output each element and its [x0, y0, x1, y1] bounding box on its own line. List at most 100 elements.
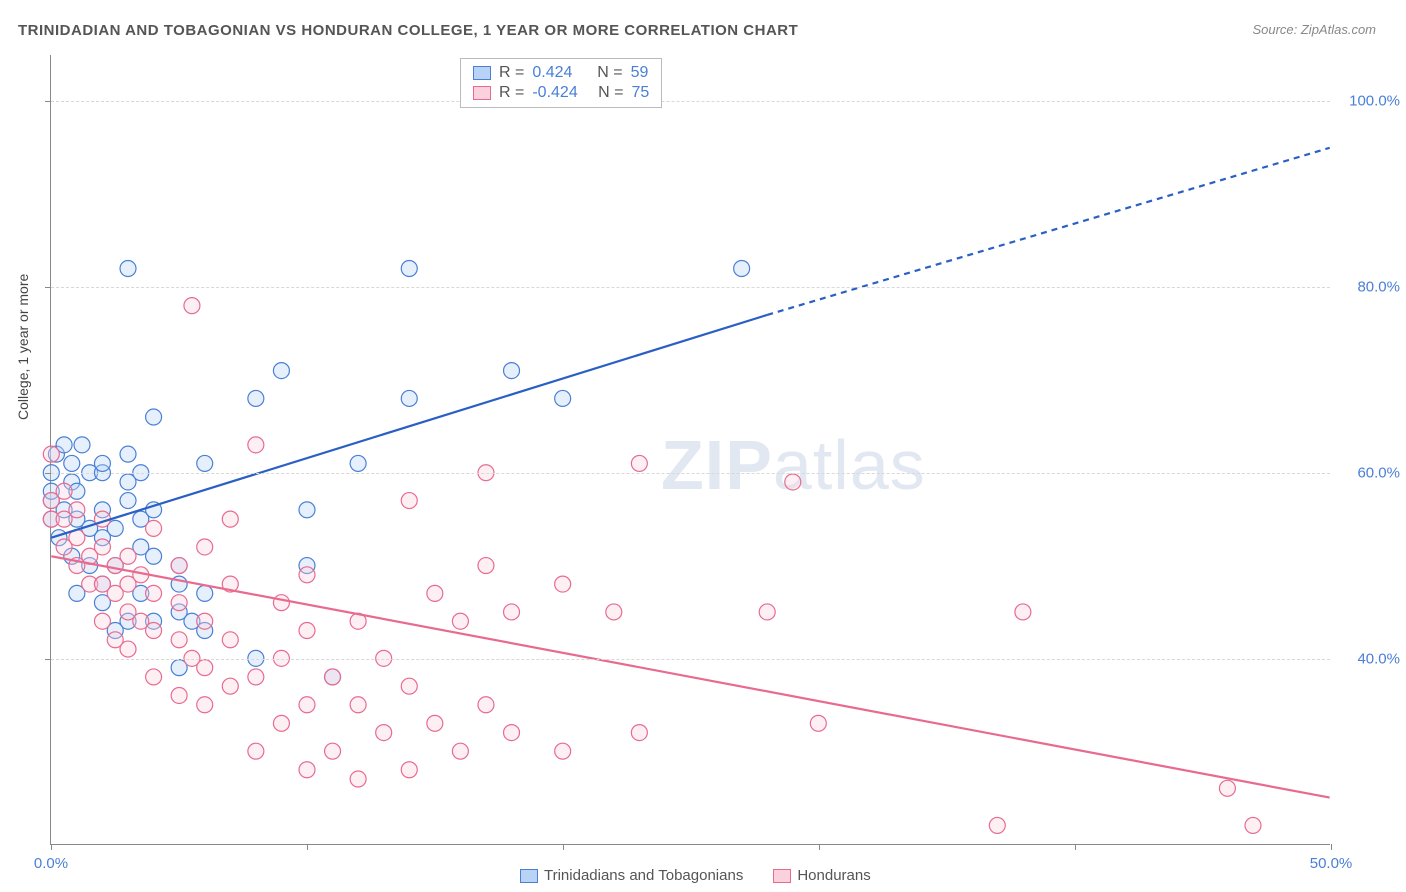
scatter-point: [171, 687, 187, 703]
scatter-point: [504, 604, 520, 620]
scatter-point: [120, 548, 136, 564]
y-tick-label: 100.0%: [1349, 93, 1400, 110]
scatter-point: [401, 390, 417, 406]
legend-item-blue: Trinidadians and Tobagonians: [520, 867, 743, 884]
plot-area: ZIPatlas 40.0%60.0%80.0%100.0%0.0%50.0%: [50, 55, 1330, 845]
trend-line: [51, 556, 1329, 797]
n-value-blue: 59: [631, 64, 649, 82]
scatter-point: [1219, 780, 1235, 796]
scatter-point: [325, 669, 341, 685]
scatter-point: [197, 585, 213, 601]
scatter-point: [64, 455, 80, 471]
scatter-point: [248, 743, 264, 759]
scatter-point: [299, 567, 315, 583]
scatter-point: [146, 623, 162, 639]
scatter-point: [248, 669, 264, 685]
scatter-point: [248, 390, 264, 406]
scatter-point: [120, 641, 136, 657]
scatter-point: [299, 762, 315, 778]
scatter-point: [376, 725, 392, 741]
scatter-point: [197, 613, 213, 629]
scatter-point: [146, 548, 162, 564]
scatter-point: [504, 363, 520, 379]
scatter-point: [810, 715, 826, 731]
scatter-point: [222, 678, 238, 694]
r-value-blue: 0.424: [532, 64, 572, 82]
scatter-point: [401, 493, 417, 509]
scatter-point: [248, 437, 264, 453]
bottom-legend: Trinidadians and Tobagonians Hondurans: [520, 867, 871, 884]
scatter-point: [171, 595, 187, 611]
scatter-point: [427, 585, 443, 601]
scatter-point: [94, 613, 110, 629]
scatter-point: [350, 455, 366, 471]
scatter-point: [273, 363, 289, 379]
scatter-point: [197, 697, 213, 713]
scatter-point: [197, 539, 213, 555]
scatter-point: [1245, 817, 1261, 833]
swatch-pink-icon: [773, 869, 791, 883]
chart-title: TRINIDADIAN AND TOBAGONIAN VS HONDURAN C…: [18, 22, 798, 39]
y-axis-label: College, 1 year or more: [15, 274, 31, 420]
stats-box: R = 0.424 N = 59 R = -0.424 N = 75: [460, 58, 662, 108]
scatter-point: [325, 743, 341, 759]
r-value-pink: -0.424: [532, 84, 577, 102]
scatter-point: [350, 771, 366, 787]
scatter-point: [555, 390, 571, 406]
stat-row-blue: R = 0.424 N = 59: [473, 63, 649, 83]
scatter-point: [427, 715, 443, 731]
scatter-svg: [51, 55, 1330, 844]
n-label: N =: [597, 64, 622, 82]
r-label: R =: [499, 84, 524, 102]
scatter-point: [555, 576, 571, 592]
scatter-point: [273, 595, 289, 611]
scatter-point: [146, 409, 162, 425]
scatter-point: [759, 604, 775, 620]
scatter-point: [299, 697, 315, 713]
scatter-point: [989, 817, 1005, 833]
r-label: R =: [499, 64, 524, 82]
scatter-point: [478, 697, 494, 713]
scatter-point: [555, 743, 571, 759]
n-label: N =: [598, 84, 623, 102]
scatter-point: [273, 715, 289, 731]
legend-item-pink: Hondurans: [773, 867, 870, 884]
scatter-point: [222, 511, 238, 527]
scatter-point: [478, 558, 494, 574]
scatter-point: [120, 493, 136, 509]
swatch-blue-icon: [520, 869, 538, 883]
scatter-point: [1015, 604, 1031, 620]
stat-row-pink: R = -0.424 N = 75: [473, 83, 649, 103]
y-tick-label: 60.0%: [1357, 465, 1400, 482]
scatter-point: [43, 446, 59, 462]
swatch-pink-icon: [473, 86, 491, 100]
scatter-point: [299, 502, 315, 518]
scatter-point: [734, 261, 750, 277]
scatter-point: [504, 725, 520, 741]
scatter-point: [94, 539, 110, 555]
scatter-point: [184, 298, 200, 314]
scatter-point: [401, 261, 417, 277]
swatch-blue-icon: [473, 66, 491, 80]
y-tick-label: 40.0%: [1357, 651, 1400, 668]
scatter-point: [120, 446, 136, 462]
scatter-point: [452, 743, 468, 759]
scatter-point: [146, 520, 162, 536]
scatter-point: [171, 558, 187, 574]
scatter-point: [56, 483, 72, 499]
scatter-point: [197, 660, 213, 676]
scatter-point: [299, 623, 315, 639]
legend-label: Hondurans: [797, 867, 870, 884]
scatter-point: [94, 455, 110, 471]
scatter-point: [401, 678, 417, 694]
scatter-point: [146, 585, 162, 601]
scatter-point: [606, 604, 622, 620]
scatter-point: [74, 437, 90, 453]
scatter-point: [171, 632, 187, 648]
scatter-point: [146, 669, 162, 685]
scatter-point: [69, 502, 85, 518]
legend-label: Trinidadians and Tobagonians: [544, 867, 743, 884]
scatter-point: [350, 697, 366, 713]
y-tick-label: 80.0%: [1357, 279, 1400, 296]
scatter-point: [631, 455, 647, 471]
